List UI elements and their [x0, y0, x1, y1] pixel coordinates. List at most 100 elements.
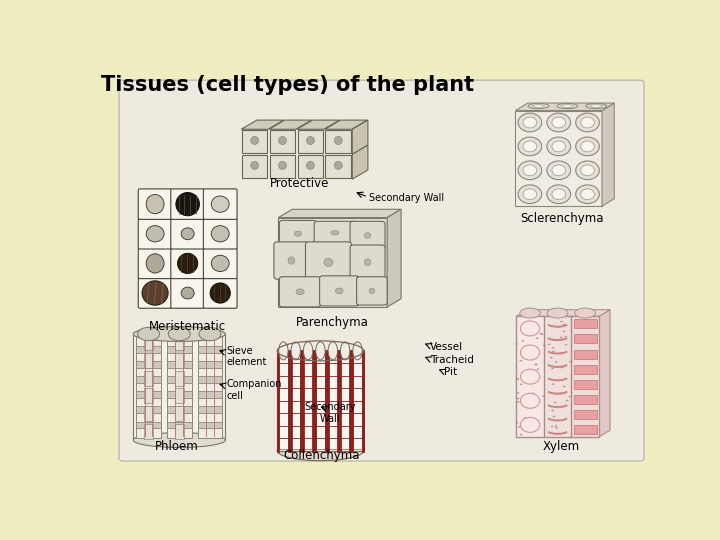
Ellipse shape	[555, 361, 558, 363]
Bar	[325, 130, 351, 153]
Bar	[136, 392, 161, 398]
Polygon shape	[325, 120, 367, 129]
Ellipse shape	[526, 334, 528, 335]
Bar	[136, 407, 161, 413]
FancyBboxPatch shape	[305, 242, 351, 283]
Ellipse shape	[547, 113, 570, 132]
Text: Pit: Pit	[444, 368, 457, 377]
Bar	[314, 351, 315, 451]
Ellipse shape	[211, 196, 229, 212]
Ellipse shape	[543, 345, 546, 346]
Ellipse shape	[552, 410, 554, 411]
Ellipse shape	[562, 323, 565, 325]
Ellipse shape	[517, 392, 519, 394]
Bar	[288, 351, 289, 451]
Ellipse shape	[555, 427, 558, 429]
Text: Tissues (cell types) of the plant: Tissues (cell types) of the plant	[101, 75, 474, 95]
Bar	[325, 351, 327, 451]
Ellipse shape	[561, 367, 563, 368]
Ellipse shape	[523, 165, 536, 176]
Bar	[297, 130, 323, 153]
Bar	[277, 351, 364, 451]
Bar	[362, 351, 364, 451]
FancyBboxPatch shape	[203, 248, 237, 279]
Text: Protective: Protective	[269, 177, 329, 190]
Ellipse shape	[277, 441, 364, 461]
Ellipse shape	[279, 161, 287, 170]
Bar	[197, 422, 222, 428]
Bar	[144, 406, 153, 421]
Bar	[316, 353, 325, 449]
Bar	[197, 392, 222, 398]
Ellipse shape	[552, 189, 566, 200]
Bar	[175, 335, 184, 350]
Polygon shape	[602, 103, 614, 206]
Polygon shape	[516, 103, 614, 111]
Bar	[297, 155, 323, 178]
Ellipse shape	[552, 368, 554, 369]
Ellipse shape	[516, 377, 518, 379]
Bar	[328, 353, 338, 449]
Ellipse shape	[552, 141, 566, 152]
Ellipse shape	[548, 343, 551, 345]
Ellipse shape	[211, 226, 229, 242]
Bar	[133, 334, 225, 440]
Ellipse shape	[559, 336, 562, 338]
Ellipse shape	[519, 360, 522, 361]
Text: Vessel: Vessel	[431, 342, 464, 352]
Polygon shape	[516, 310, 610, 316]
Bar	[197, 407, 222, 413]
Bar	[167, 392, 192, 398]
Ellipse shape	[575, 308, 595, 318]
Ellipse shape	[251, 137, 258, 145]
Ellipse shape	[552, 383, 554, 385]
Ellipse shape	[523, 189, 536, 200]
Ellipse shape	[517, 397, 520, 399]
Ellipse shape	[547, 137, 570, 156]
Ellipse shape	[535, 363, 537, 365]
Text: Xylem: Xylem	[543, 440, 580, 453]
FancyBboxPatch shape	[274, 242, 309, 279]
Bar	[291, 353, 300, 449]
Ellipse shape	[296, 289, 304, 295]
Bar	[302, 351, 303, 451]
Ellipse shape	[569, 396, 572, 397]
Polygon shape	[599, 310, 610, 437]
Text: Parenchyma: Parenchyma	[297, 316, 369, 329]
Bar	[350, 351, 351, 451]
Ellipse shape	[576, 161, 599, 180]
Ellipse shape	[564, 336, 567, 338]
Polygon shape	[279, 210, 401, 218]
Bar	[167, 336, 192, 438]
Ellipse shape	[336, 288, 343, 294]
Ellipse shape	[279, 342, 288, 360]
Ellipse shape	[532, 393, 535, 394]
Ellipse shape	[328, 342, 338, 360]
Ellipse shape	[554, 402, 557, 403]
Ellipse shape	[576, 185, 599, 204]
Ellipse shape	[562, 330, 565, 332]
Ellipse shape	[334, 161, 342, 170]
Ellipse shape	[353, 342, 362, 360]
Ellipse shape	[554, 425, 557, 427]
Ellipse shape	[334, 137, 342, 145]
Ellipse shape	[557, 104, 577, 109]
Ellipse shape	[307, 137, 315, 145]
FancyBboxPatch shape	[279, 276, 321, 307]
Ellipse shape	[586, 104, 606, 109]
Ellipse shape	[552, 117, 566, 128]
Ellipse shape	[566, 400, 569, 401]
Ellipse shape	[534, 364, 537, 366]
FancyBboxPatch shape	[356, 276, 387, 305]
Ellipse shape	[142, 281, 168, 305]
FancyBboxPatch shape	[350, 245, 385, 280]
Bar	[574, 319, 597, 328]
Bar	[574, 410, 597, 419]
Ellipse shape	[210, 283, 230, 303]
Bar	[327, 351, 328, 451]
Ellipse shape	[524, 397, 527, 400]
Ellipse shape	[559, 392, 562, 394]
Bar	[197, 361, 222, 368]
Bar	[516, 316, 599, 437]
Bar	[516, 111, 602, 206]
